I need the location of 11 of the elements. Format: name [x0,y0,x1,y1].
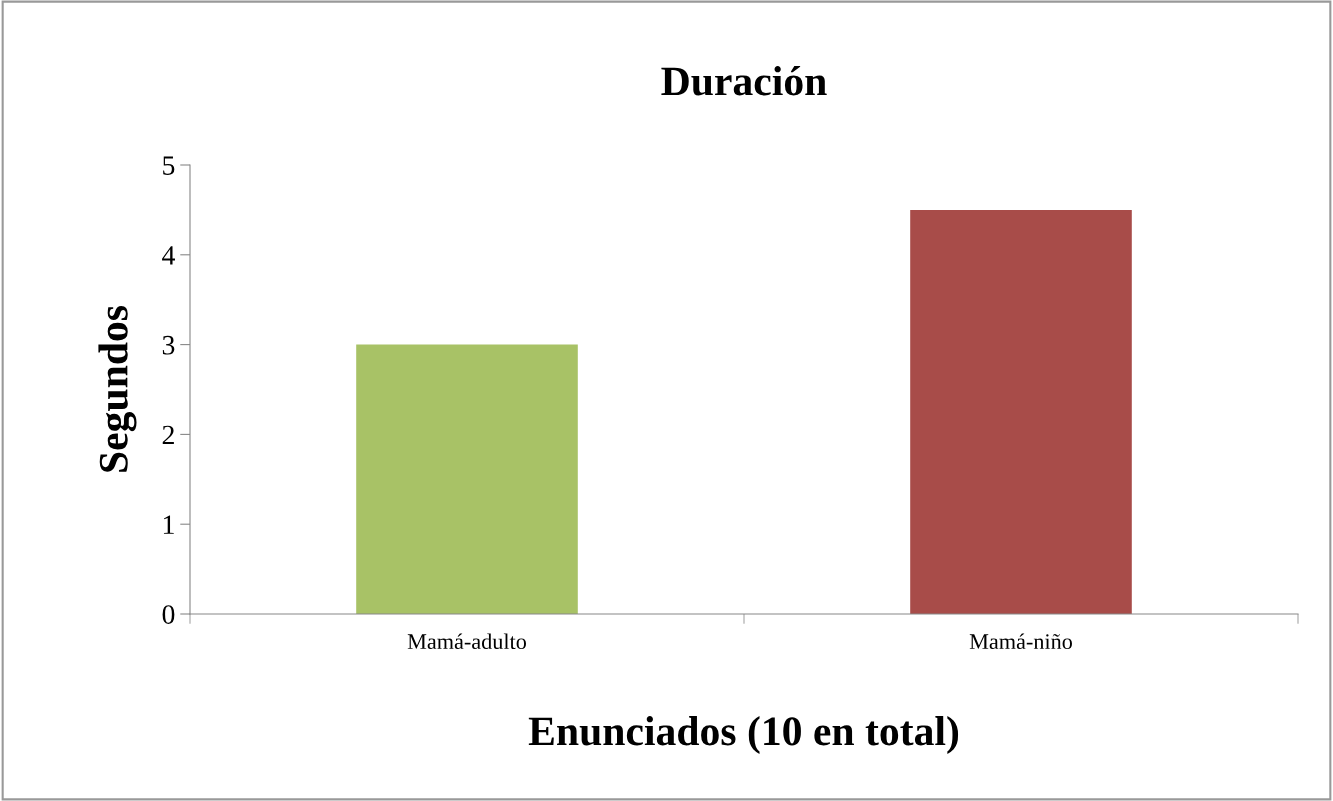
y-tick-label: 1 [163,515,174,534]
y-tick-label: 2 [162,425,174,445]
y-axis-title: Segundos [98,305,137,472]
x-tick-label: Mamá-adulto [407,633,527,650]
x-axis-title: Enunciados (10 en total) [528,716,959,754]
y-tick-label: 0 [162,605,175,624]
chart-title: Duración [661,66,827,96]
y-tick-label: 5 [163,156,175,175]
y-tick-label: 4 [162,246,175,265]
y-tick-label: 3 [162,335,175,355]
x-tick-label: Mamá-niño [969,633,1072,650]
